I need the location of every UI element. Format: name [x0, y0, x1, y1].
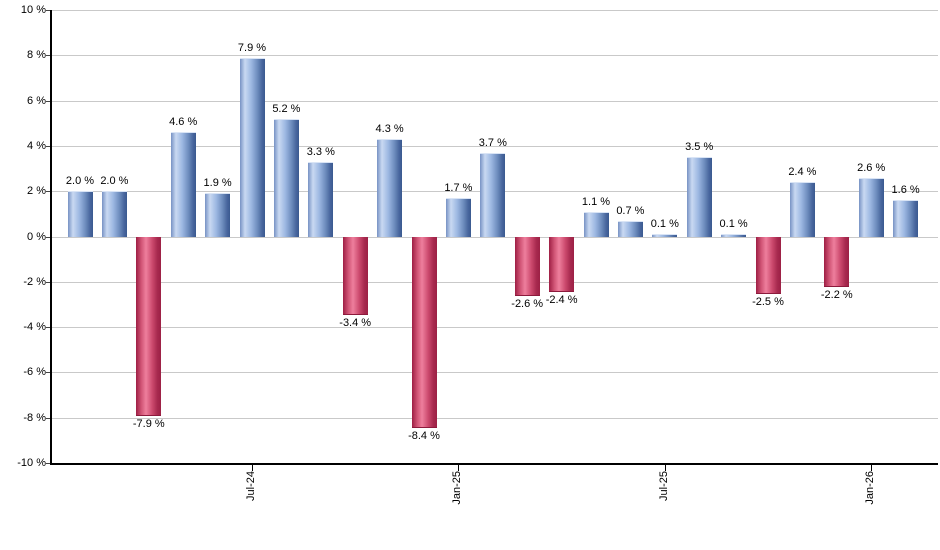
x-tick-mark — [664, 465, 666, 471]
bar-value-label: 4.3 % — [375, 123, 404, 136]
y-tick-mark — [46, 100, 50, 102]
x-tick-label: Jan-25 — [451, 471, 464, 505]
bar-value-label: -7.9 % — [132, 418, 165, 431]
bar-value-label: 7.9 % — [237, 41, 267, 54]
bar-positive — [239, 57, 265, 238]
gridline — [50, 372, 938, 374]
bar-positive — [377, 139, 403, 238]
y-tick-label: 6 % — [27, 94, 46, 107]
bar-positive — [480, 152, 506, 238]
gridline — [50, 10, 938, 11]
bar-value-label: 1.7 % — [444, 181, 473, 194]
bar-negative — [342, 236, 368, 315]
bar-value-label: 4.6 % — [169, 116, 198, 129]
gridline — [50, 100, 938, 102]
bar-value-label: 3.7 % — [478, 136, 507, 149]
bar-positive — [789, 182, 815, 238]
bar-value-label: -8.4 % — [408, 429, 440, 442]
bar-negative — [136, 236, 162, 417]
bar-value-label: 5.2 % — [272, 102, 301, 115]
y-tick-mark — [46, 145, 50, 147]
bar-positive — [652, 234, 678, 238]
y-tick-label: 2 % — [27, 185, 46, 198]
bar-negative — [755, 236, 781, 295]
bar-negative — [549, 236, 575, 292]
bar-value-label: 0.1 % — [719, 218, 748, 231]
bar-positive — [101, 191, 127, 238]
x-tick-label: Jul-24 — [245, 471, 257, 501]
y-tick-label: 10 % — [20, 4, 46, 16]
bar-value-label: -2.6 % — [511, 298, 544, 311]
bar-positive — [858, 177, 884, 238]
y-tick-label: -8 % — [23, 411, 46, 424]
x-tick-mark — [871, 465, 873, 471]
y-tick-label: 8 % — [27, 49, 46, 62]
y-tick-mark — [46, 372, 50, 374]
x-axis-line — [50, 463, 938, 465]
bar-positive — [273, 118, 299, 238]
bar-value-label: 2.4 % — [788, 166, 817, 179]
bar-value-label: 1.1 % — [581, 195, 611, 208]
y-axis-line — [50, 10, 52, 465]
bar-positive — [67, 191, 93, 238]
bar-negative — [411, 236, 437, 428]
bar-value-label: -2.2 % — [820, 289, 853, 302]
y-tick-label: 4 % — [27, 139, 46, 152]
x-tick-mark — [458, 465, 460, 471]
y-tick-label: -2 % — [23, 275, 46, 288]
bar-value-label: 1.9 % — [203, 177, 232, 190]
y-tick-label: -10 % — [17, 457, 46, 469]
gridline — [50, 55, 938, 57]
bar-value-label: -3.4 % — [339, 316, 372, 329]
bar-value-label: -2.4 % — [545, 293, 578, 306]
bar-positive — [445, 197, 471, 238]
bar-value-label: 2.6 % — [857, 161, 886, 174]
bar-value-label: 0.7 % — [616, 204, 645, 217]
bar-value-label: 1.6 % — [891, 184, 920, 197]
y-tick-label: -6 % — [23, 366, 46, 379]
bar-positive — [170, 132, 196, 238]
gridline — [50, 417, 938, 419]
y-tick-mark — [46, 10, 50, 11]
bar-positive — [308, 161, 334, 238]
gridline — [50, 281, 938, 283]
bar-positive — [686, 157, 712, 238]
y-tick-label: 0 % — [27, 230, 46, 243]
bar-positive — [205, 193, 231, 238]
y-tick-mark — [46, 463, 50, 464]
bar-value-label: 0.1 % — [650, 218, 679, 231]
gridline — [50, 327, 938, 329]
x-tick-label: Jan-26 — [864, 471, 877, 505]
gridline — [50, 145, 938, 147]
y-tick-mark — [46, 281, 50, 283]
y-tick-mark — [46, 55, 50, 57]
bar-positive — [617, 220, 643, 238]
bar-positive — [721, 234, 747, 238]
bar-value-label: 2.0 % — [100, 175, 129, 188]
bar-positive — [583, 211, 609, 238]
y-tick-mark — [46, 191, 50, 193]
x-tick-mark — [252, 465, 253, 471]
y-tick-mark — [46, 417, 50, 419]
bar-value-label: 2.0 % — [65, 175, 95, 188]
bar-value-label: 3.5 % — [685, 141, 714, 154]
bar-negative — [824, 236, 850, 288]
y-tick-mark — [46, 327, 50, 329]
bar-value-label: 3.3 % — [306, 145, 335, 158]
bar-positive — [893, 200, 919, 238]
bar-value-label: -2.5 % — [752, 296, 784, 309]
bar-negative — [514, 236, 540, 297]
x-tick-label: Jul-25 — [657, 471, 670, 501]
y-tick-label: -4 % — [23, 321, 46, 334]
y-tick-mark — [46, 236, 50, 238]
